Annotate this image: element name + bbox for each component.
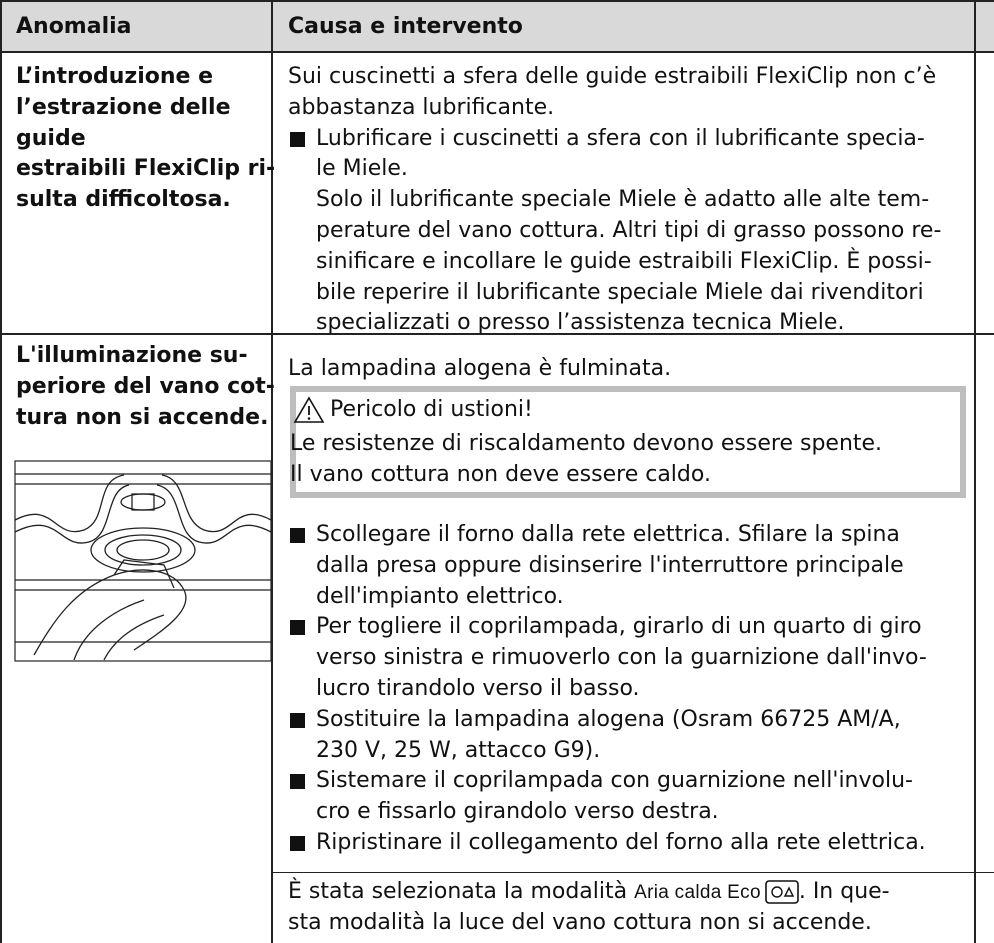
mode-icon — [765, 880, 799, 904]
warning-text: Il vano cottura non deve essere caldo. — [290, 461, 711, 487]
text: . In que- — [798, 879, 890, 904]
cause-text: La lampadina alogena è fulminata. — [288, 356, 672, 381]
cause-text: È stata selezionata la modalità Aria cal… — [288, 876, 890, 908]
bullet — [290, 620, 305, 636]
step-text: dell'impianto elettrico. — [316, 583, 564, 609]
header-bg — [0, 0, 994, 52]
warning-title: Pericolo di ustioni! — [330, 397, 533, 422]
bullet — [290, 131, 305, 147]
warning-icon — [293, 396, 325, 423]
bullet — [290, 712, 305, 728]
problem-text: tura non si accende. — [16, 404, 269, 430]
step-text: lucro tirandolo verso il basso. — [316, 676, 640, 701]
cause-text: abbastanza lubrificante. — [288, 94, 555, 120]
header-cell: Anomalia — [16, 14, 132, 39]
bullet — [290, 528, 305, 543]
step-text: Sostituire la lampadina alogena (Osram 6… — [316, 706, 901, 732]
border — [272, 872, 994, 873]
step-text: 230 V, 25 W, attacco G9). — [316, 737, 601, 763]
warning-box — [290, 386, 966, 498]
text: È stata selezionata la modalità — [288, 879, 628, 904]
step-text: Solo il lubrificante speciale Miele è ad… — [316, 187, 930, 213]
cause-text: Sui cuscinetti a sfera delle guide estra… — [288, 64, 937, 89]
problem-text: estraibili FlexiClip ri- — [16, 156, 276, 182]
step-text: verso sinistra e rimuoverlo con la guarn… — [316, 645, 927, 671]
problem-text: L'illuminazione su- — [16, 343, 248, 368]
border — [271, 0, 273, 943]
cause-text: sta modalità la luce del vano cottura no… — [288, 909, 872, 935]
problem-text: periore del vano cot- — [16, 373, 275, 399]
step-text: perature del vano cottura. Altri tipi di… — [316, 218, 942, 243]
step-text: Sistemare il coprilampada con guarnizion… — [316, 768, 913, 794]
border — [0, 0, 2, 943]
mode-name: Aria calda Eco — [634, 882, 761, 903]
illustration — [14, 460, 272, 662]
step-text: dalla presa oppure disinserire l'interru… — [316, 552, 904, 578]
problem-text: sulta difficoltosa. — [16, 187, 231, 213]
header-cell: Causa e intervento — [288, 14, 523, 39]
step-text: sinificare e incollare le guide estraibi… — [316, 248, 932, 274]
step-text: cro e fissarlo girandolo verso destra. — [316, 799, 719, 825]
step-text: specializzati o presso l’assistenza tecn… — [316, 310, 845, 336]
step-text: le Miele. — [316, 156, 408, 182]
bullet — [290, 774, 305, 790]
step-text: Scollegare il forno dalla rete elettrica… — [316, 522, 900, 547]
border — [0, 333, 994, 335]
bullet — [290, 836, 305, 851]
warning-text: Le resistenze di riscaldamento devono es… — [290, 431, 883, 456]
step-text: bile reperire il lubrificante speciale M… — [316, 279, 924, 305]
step-text: Ripristinare il collegamento del forno a… — [316, 830, 926, 855]
problem-text: l’estrazione delle — [16, 94, 231, 120]
border — [0, 51, 994, 53]
step-text: Lubrificare i cuscinetti a sfera con il … — [316, 125, 925, 151]
border — [974, 0, 976, 943]
border — [0, 0, 994, 2]
problem-text: guide — [16, 125, 86, 151]
problem-text: L’introduzione e — [16, 64, 214, 89]
step-text: Per togliere il coprilampada, girarlo di… — [316, 614, 922, 640]
